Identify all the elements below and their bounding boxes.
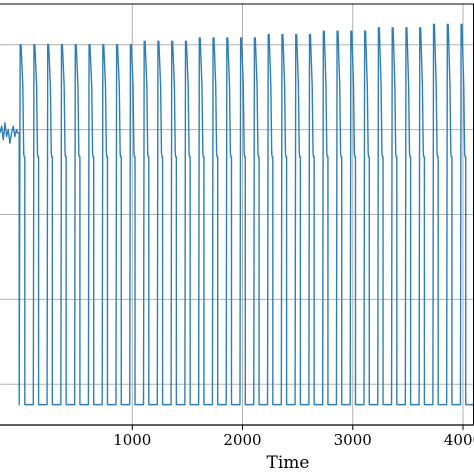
series-line <box>0 23 474 406</box>
x-tick-labels: 1000 2000 3000 4000 <box>113 431 474 449</box>
x-tick-label-2000: 2000 <box>223 431 261 449</box>
plot-area <box>0 23 474 406</box>
x-tick-label-3000: 3000 <box>334 431 372 449</box>
x-tick-label-1000: 1000 <box>113 431 151 449</box>
x-tick-label-4000: 4000 <box>444 431 474 449</box>
grid-lines <box>0 4 474 425</box>
axes <box>0 3 474 430</box>
x-axis-label: Time <box>267 453 310 473</box>
